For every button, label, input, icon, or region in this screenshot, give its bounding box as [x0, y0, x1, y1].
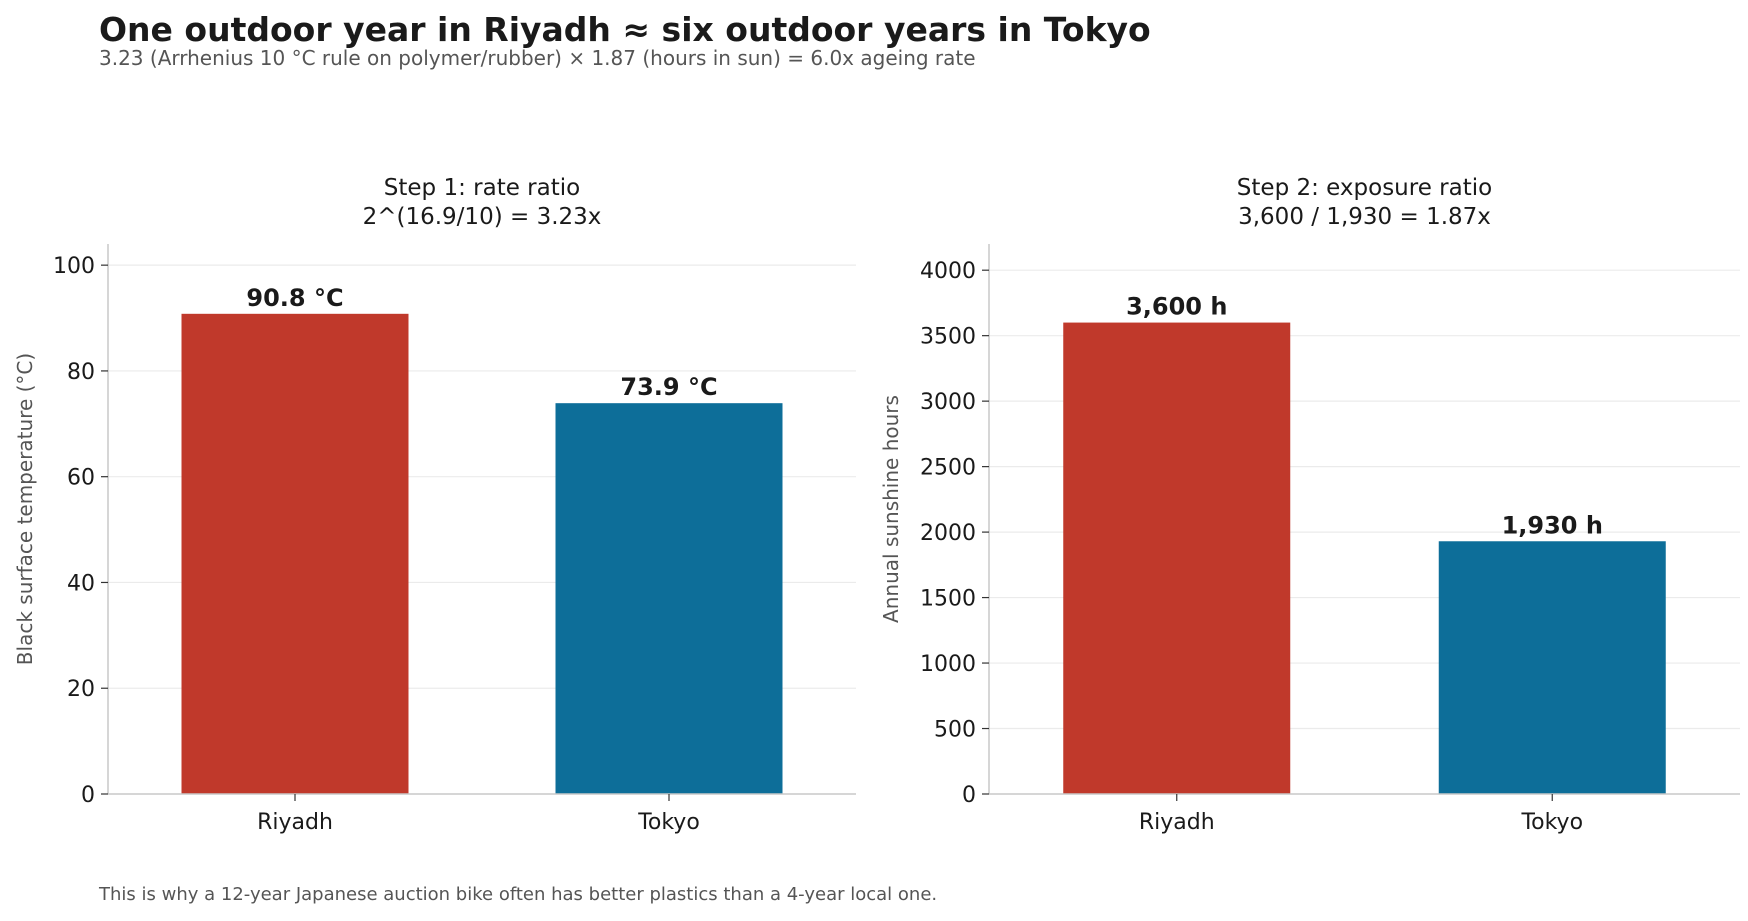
y-tick-label: 20 [67, 677, 95, 702]
x-tick-label: Riyadh [1139, 810, 1215, 835]
panel-title: Step 2: exposure ratio [1237, 175, 1492, 201]
x-tick-label: Tokyo [637, 810, 700, 835]
bar-tokyo [1438, 541, 1666, 794]
x-tick-label: Riyadh [257, 810, 333, 835]
chart-title: One outdoor year in Riyadh ≈ six outdoor… [99, 10, 1151, 49]
y-tick-label: 3000 [920, 390, 976, 415]
bar-tokyo [555, 403, 783, 794]
y-axis-label: Black surface temperature (°C) [13, 353, 37, 665]
y-tick-label: 2500 [920, 456, 976, 481]
y-tick-label: 1000 [920, 652, 976, 677]
y-axis-label: Annual sunshine hours [879, 395, 903, 623]
bar-riyadh [1063, 322, 1291, 794]
panel-subtitle: 3,600 / 1,930 = 1.87x [1238, 204, 1491, 230]
data-label: 3,600 h [1126, 293, 1227, 321]
y-tick-label: 0 [962, 783, 976, 808]
data-label: 73.9 °C [620, 373, 717, 401]
y-tick-label: 100 [53, 254, 95, 279]
data-label: 1,930 h [1502, 511, 1603, 539]
y-tick-label: 80 [67, 360, 95, 385]
y-tick-label: 1500 [920, 587, 976, 612]
y-tick-label: 60 [67, 466, 95, 491]
bar-riyadh [181, 313, 409, 794]
data-label: 90.8 °C [246, 284, 343, 312]
footnote: This is why a 12-year Japanese auction b… [99, 884, 938, 905]
panel-subtitle: 2^(16.9/10) = 3.23x [363, 204, 602, 230]
x-tick-label: Tokyo [1520, 810, 1583, 835]
y-tick-label: 0 [81, 783, 95, 808]
y-tick-label: 2000 [920, 521, 976, 546]
panel-title: Step 1: rate ratio [384, 175, 580, 201]
y-tick-label: 40 [67, 571, 95, 596]
y-tick-label: 500 [934, 718, 976, 743]
y-tick-label: 4000 [920, 259, 976, 284]
chart-subtitle: 3.23 (Arrhenius 10 °C rule on polymer/ru… [99, 46, 976, 70]
y-tick-label: 3500 [920, 325, 976, 350]
